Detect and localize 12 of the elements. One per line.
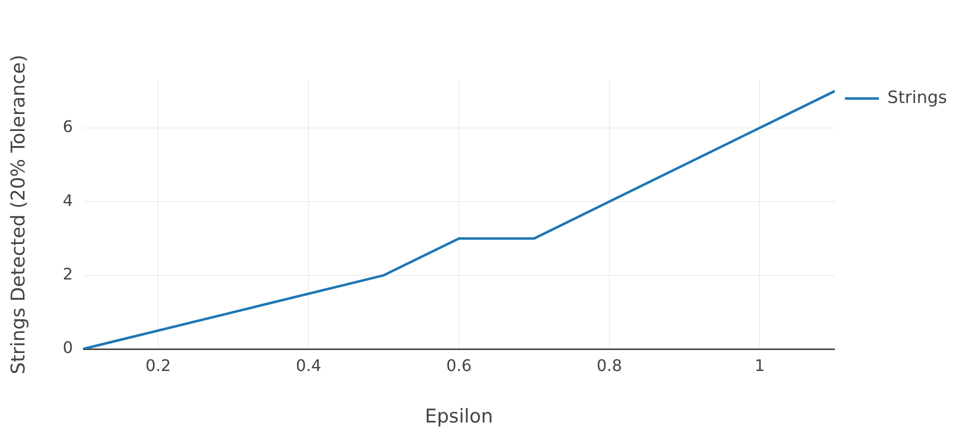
y-axis-title: Strings Detected (20% Tolerance) [7,54,30,374]
x-tick-label: 0.4 [296,356,322,375]
x-axis-title: Epsilon [424,406,494,428]
legend-label: Strings [887,88,948,108]
x-tick-label: 1 [754,356,765,375]
x-tick-label: 0.2 [145,356,171,375]
x-tick-label: 0.8 [596,356,622,375]
y-tick-label: 0 [62,338,73,358]
y-tick-label: 4 [62,190,73,210]
y-tick-label: 2 [62,264,73,284]
x-tick-label: 0.6 [446,356,472,375]
y-tick-label: 6 [62,117,73,136]
